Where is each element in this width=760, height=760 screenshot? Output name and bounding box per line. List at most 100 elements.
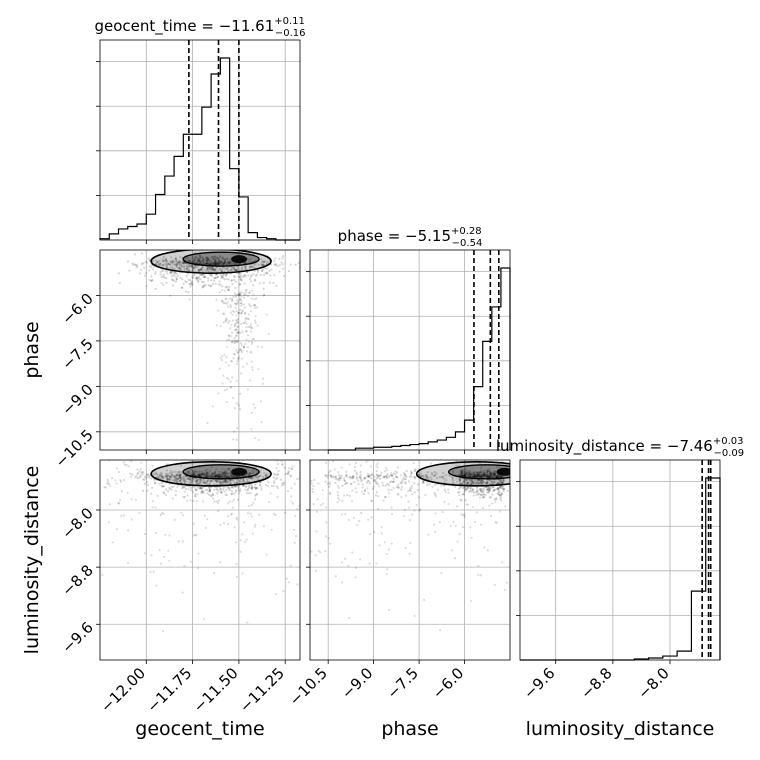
scatter-point <box>459 471 463 474</box>
scatter-point <box>259 481 262 484</box>
scatter-point <box>184 280 187 283</box>
scatter-point <box>276 473 279 476</box>
scatter-point <box>272 281 275 285</box>
scatter-point <box>178 479 182 482</box>
scatter-point <box>214 475 217 478</box>
scatter-point <box>479 480 482 483</box>
scatter-point <box>492 471 495 474</box>
scatter-point <box>148 269 151 272</box>
scatter-point <box>216 474 219 477</box>
scatter-point <box>385 476 388 479</box>
scatter-point <box>166 478 169 481</box>
scatter-point <box>375 477 379 480</box>
scatter-point <box>162 260 165 263</box>
scatter-point <box>190 480 194 483</box>
scatter-point <box>228 500 231 503</box>
scatter-point <box>426 471 429 474</box>
scatter-point <box>199 474 202 477</box>
scatter-point <box>253 306 257 309</box>
scatter-point <box>177 477 180 480</box>
scatter-point <box>204 262 208 265</box>
scatter-point <box>451 477 454 480</box>
scatter-point <box>206 268 209 271</box>
scatter-point <box>189 485 192 488</box>
scatter-point <box>231 313 234 316</box>
scatter-point <box>495 465 499 468</box>
scatter-point <box>235 280 238 283</box>
scatter-point <box>486 470 489 473</box>
scatter-point <box>282 483 285 486</box>
scatter-point <box>233 263 236 266</box>
scatter-point <box>401 480 404 483</box>
scatter-point <box>246 271 249 274</box>
scatter-point <box>400 488 403 491</box>
scatter-point <box>464 471 467 474</box>
scatter-point <box>202 474 205 477</box>
scatter-point <box>400 482 403 485</box>
scatter-point <box>171 261 174 264</box>
scatter-point <box>484 472 487 475</box>
scatter-point <box>229 327 232 330</box>
scatter-point <box>492 473 496 476</box>
scatter-point <box>202 481 205 484</box>
scatter-point <box>254 475 257 478</box>
scatter-point <box>192 266 195 269</box>
scatter-point <box>189 285 192 288</box>
scatter-point <box>384 475 387 478</box>
scatter-point <box>205 259 208 262</box>
scatter-point <box>257 270 260 274</box>
scatter-point <box>255 476 258 479</box>
y-tick-label: −9.6 <box>58 618 96 656</box>
scatter-point <box>209 488 212 492</box>
scatter-point <box>499 487 503 490</box>
scatter-point <box>249 472 252 475</box>
scatter-point <box>227 335 231 338</box>
scatter-point <box>220 259 223 262</box>
scatter-point <box>237 485 240 488</box>
scatter-point <box>286 472 290 475</box>
scatter-point <box>469 483 472 486</box>
scatter-point <box>485 481 488 484</box>
scatter-point <box>217 490 220 493</box>
scatter-point <box>476 471 479 474</box>
scatter-point <box>215 479 219 482</box>
scatter-point <box>475 481 479 484</box>
scatter-point <box>211 263 214 266</box>
scatter-point <box>203 262 206 265</box>
scatter-point <box>474 481 478 484</box>
scatter-point <box>179 268 182 271</box>
scatter-point <box>221 262 225 265</box>
scatter-point <box>500 491 503 495</box>
scatter-point <box>195 261 198 264</box>
scatter-point <box>193 473 196 476</box>
scatter-point <box>243 306 246 309</box>
scatter-point <box>466 483 469 486</box>
scatter-point <box>498 490 501 494</box>
scatter-point <box>290 467 293 470</box>
scatter-point <box>370 477 373 480</box>
scatter-point <box>460 471 463 474</box>
scatter-point <box>229 311 232 314</box>
scatter-point <box>207 471 210 474</box>
scatter-point <box>199 478 202 481</box>
scatter-point <box>235 314 238 317</box>
scatter-point <box>230 323 233 327</box>
scatter-point <box>239 293 242 296</box>
scatter-point <box>482 474 485 477</box>
scatter-point <box>205 262 208 266</box>
scatter-point <box>424 477 428 480</box>
scatter-point <box>163 276 166 279</box>
scatter-point <box>197 473 200 477</box>
scatter-point <box>204 262 207 265</box>
scatter-point <box>196 472 199 475</box>
scatter-point <box>493 472 496 476</box>
scatter-point <box>213 261 217 264</box>
scatter-point <box>486 481 489 484</box>
scatter-point <box>239 392 242 395</box>
scatter-point <box>343 557 347 560</box>
scatter-point <box>213 277 216 280</box>
scatter-point <box>156 494 159 497</box>
scatter-point <box>473 470 476 473</box>
scatter-point <box>183 258 186 261</box>
scatter-point <box>317 482 320 485</box>
